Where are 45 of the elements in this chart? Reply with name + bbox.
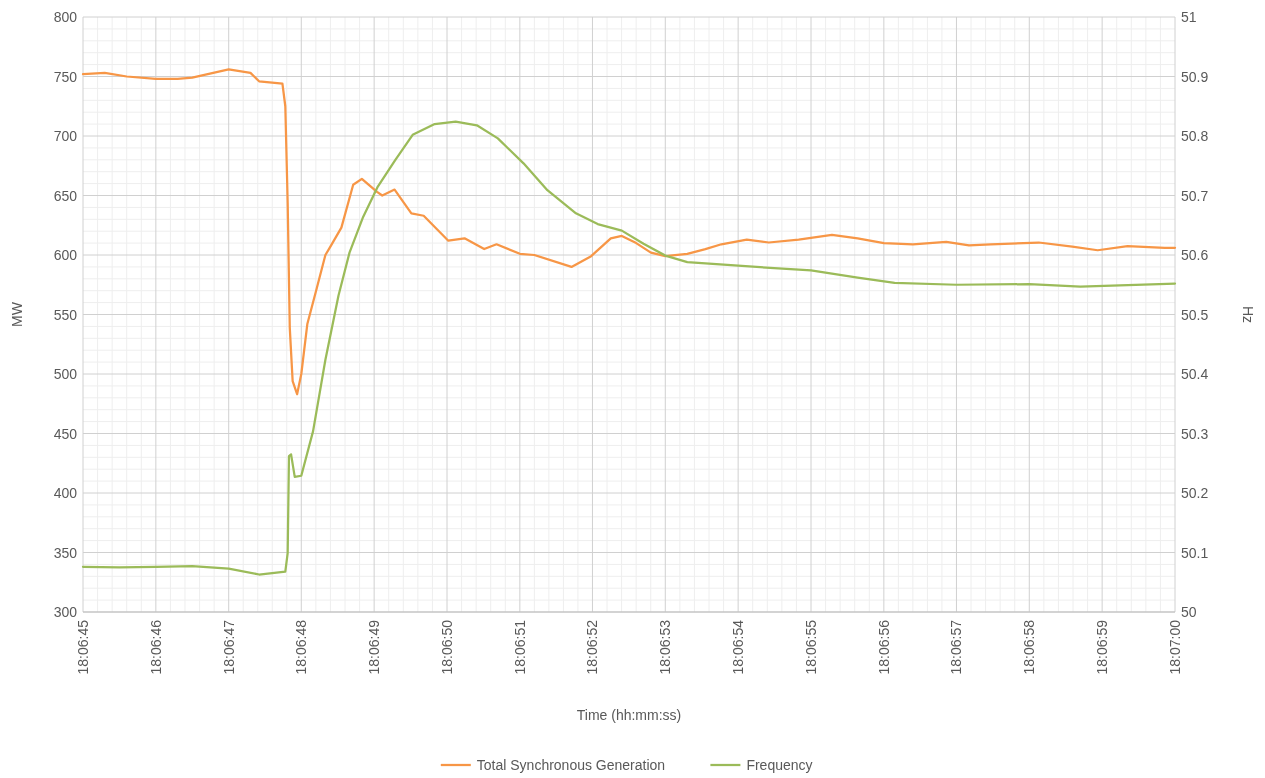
y2-tick-label: 50 xyxy=(1181,604,1197,620)
y-tick-label: 800 xyxy=(53,9,78,25)
x-tick-label: 18:06:50 xyxy=(439,619,455,675)
x-tick-label: 18:06:47 xyxy=(220,619,237,675)
y2-tick-label: 51 xyxy=(1181,9,1197,25)
x-tick-label: 18:07:00 xyxy=(1167,619,1183,675)
x-tick-label: 18:06:59 xyxy=(1094,619,1111,675)
x-tick-label: 18:06:45 xyxy=(75,619,91,675)
line-series xyxy=(81,68,1177,396)
x-tick-label: 18:06:58 xyxy=(1021,619,1038,675)
x-tick-label: 18:06:49 xyxy=(366,619,383,675)
x-tick-label: 18:06:57 xyxy=(948,619,965,675)
y-tick-label: 600 xyxy=(53,247,78,263)
legend-label: Total Synchronous Generation xyxy=(476,757,666,773)
y2-tick-label: 50.2 xyxy=(1181,485,1209,501)
y-tick-label: 750 xyxy=(53,68,78,85)
x-axis-title: Time (hh:mm:ss) xyxy=(576,707,682,723)
y-tick-label: 300 xyxy=(53,604,78,620)
line-series xyxy=(81,120,1177,576)
y-tick-label: 450 xyxy=(53,425,78,442)
y2-tick-label: 50.5 xyxy=(1181,306,1209,323)
y2-tick-label: 50.3 xyxy=(1181,425,1209,442)
y2-tick-label: 50.9 xyxy=(1181,68,1209,85)
y2-tick-label: 50.4 xyxy=(1181,366,1209,382)
y-tick-label: 350 xyxy=(53,544,78,561)
y-tick-label: 650 xyxy=(53,187,78,204)
x-tick-label: 18:06:56 xyxy=(875,619,892,675)
x-tick-label: 18:06:46 xyxy=(147,619,164,675)
y-tick-label: 550 xyxy=(53,306,78,323)
x-tick-label: 18:06:53 xyxy=(657,619,674,675)
y2-tick-label: 50.7 xyxy=(1181,187,1209,204)
y-axis-title: MW xyxy=(9,301,25,327)
legend-label: Frequency xyxy=(746,757,813,773)
y2-tick-label: 50.1 xyxy=(1181,544,1209,561)
y-tick-label: 500 xyxy=(53,366,78,382)
y2-tick-label: 50.6 xyxy=(1181,247,1209,263)
x-tick-label: 18:06:51 xyxy=(511,619,528,675)
y-tick-label: 700 xyxy=(53,128,78,144)
y2-tick-label: 50.8 xyxy=(1181,128,1209,144)
x-tick-label: 18:06:54 xyxy=(730,619,747,675)
y2-axis-title: Hz xyxy=(1240,305,1256,324)
x-tick-label: 18:06:55 xyxy=(803,619,819,675)
y-tick-label: 400 xyxy=(53,485,78,501)
x-tick-label: 18:06:52 xyxy=(584,619,601,675)
x-tick-label: 18:06:48 xyxy=(293,619,310,675)
